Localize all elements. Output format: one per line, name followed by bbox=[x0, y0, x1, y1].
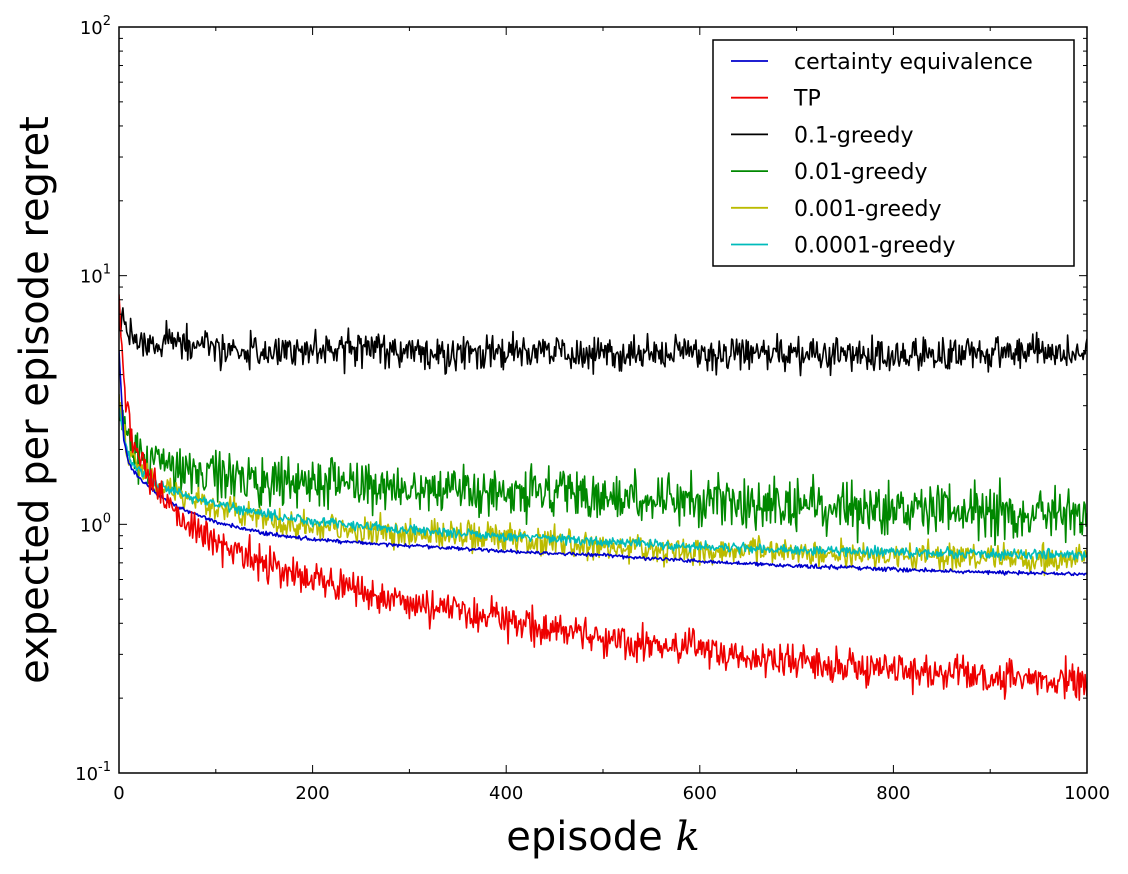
series-line-5 bbox=[119, 407, 1087, 561]
legend-label-4: 0.001-greedy bbox=[794, 197, 942, 222]
y-tick-label: 10-1 bbox=[75, 760, 111, 785]
x-axis-label: episode k bbox=[506, 814, 699, 860]
legend-box bbox=[712, 39, 1075, 267]
legend-label-5: 0.0001-greedy bbox=[794, 234, 956, 259]
tick-labels-layer: 0 200 400 600 800 1000 10-1 100 101 102 bbox=[75, 14, 1110, 804]
x-tick-label: 0 bbox=[113, 783, 124, 804]
x-tick-label: 200 bbox=[295, 783, 329, 804]
legend: certainty equivalence TP 0.1-greedy 0.01-gr… bbox=[712, 39, 1075, 267]
x-tick-label: 400 bbox=[489, 783, 523, 804]
series-line-4 bbox=[119, 394, 1087, 577]
legend-label-0: certainty equivalence bbox=[794, 50, 1033, 75]
series-line-3 bbox=[119, 409, 1087, 546]
x-tick-label: 600 bbox=[683, 783, 717, 804]
y-axis-label: expected per episode regret bbox=[12, 116, 58, 684]
legend-label-3: 0.01-greedy bbox=[794, 160, 928, 185]
series-line-1 bbox=[119, 294, 1087, 701]
y-tick-label: 101 bbox=[80, 263, 111, 288]
ticks-layer bbox=[118, 26, 1088, 774]
legend-label-2: 0.1-greedy bbox=[794, 123, 914, 148]
x-tick-label: 1000 bbox=[1064, 783, 1110, 804]
y-tick-label: 100 bbox=[80, 511, 111, 536]
x-tick-label: 800 bbox=[876, 783, 910, 804]
series-layer bbox=[119, 294, 1087, 701]
series-line-2 bbox=[119, 307, 1087, 377]
series-line-0 bbox=[119, 350, 1087, 577]
legend-label-1: TP bbox=[793, 87, 821, 112]
x-axis-variable: k bbox=[675, 814, 699, 860]
y-tick-label: 102 bbox=[80, 14, 111, 39]
